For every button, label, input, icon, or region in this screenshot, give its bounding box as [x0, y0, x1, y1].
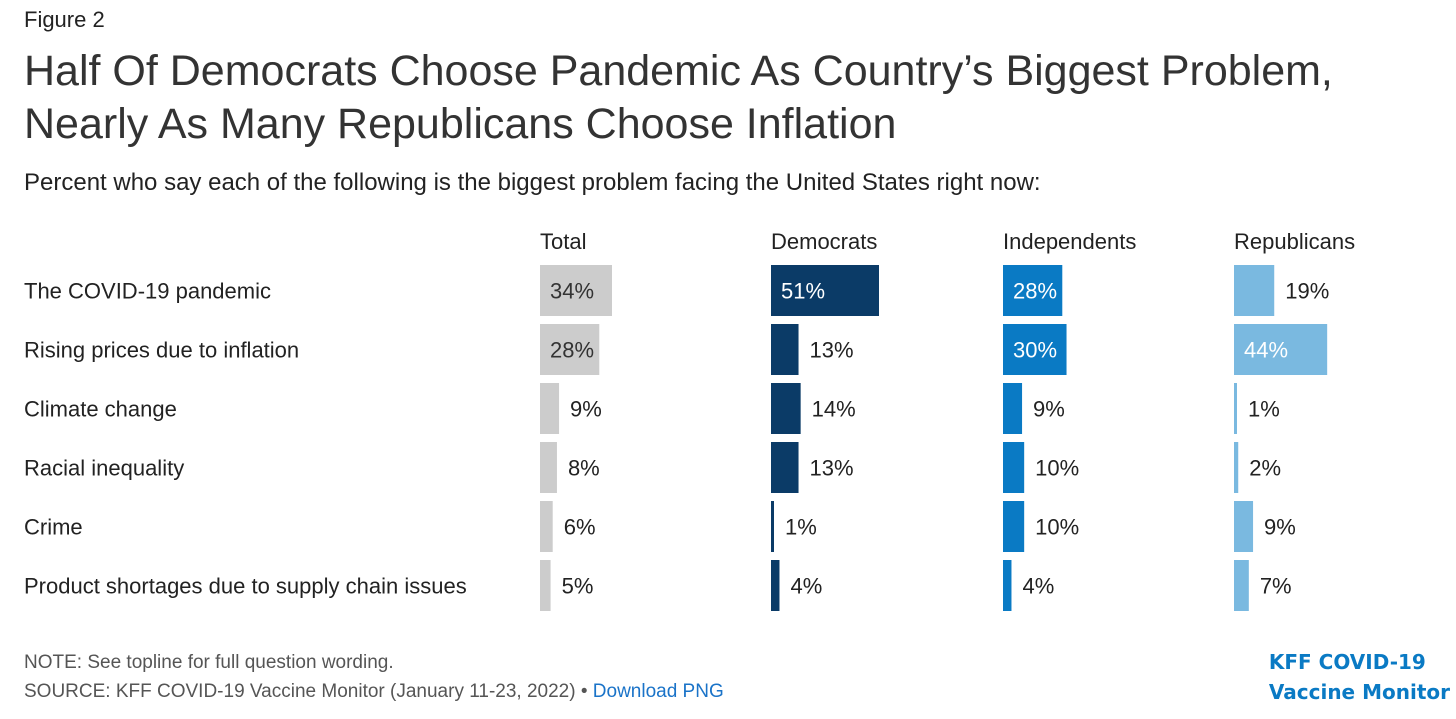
bar-total-the-covid-19-pandemic — [540, 265, 612, 316]
bar-democrats-rising-prices-due-to-inflation — [771, 324, 799, 375]
download-png-link[interactable]: Download PNG — [592, 681, 724, 702]
row-label-product-shortages-due-to-supply-chain-issues: Product shortages due to supply chain is… — [24, 574, 467, 599]
kff-logo: KFF COVID-19 Vaccine Monitor — [1269, 647, 1450, 707]
kff-logo-line-2: Vaccine Monitor — [1268, 680, 1450, 704]
bar-democrats-climate-change — [771, 383, 801, 434]
chart-subtitle: Percent who say each of the following is… — [24, 169, 1041, 196]
column-header-democrats: Democrats — [771, 229, 877, 254]
bar-democrats-the-covid-19-pandemic — [771, 265, 879, 316]
chart-title-line-1: Half Of Democrats Choose Pandemic As Cou… — [24, 47, 1333, 95]
value-label-republicans-product-shortages-due-to-supply-chain-issues: 7% — [1260, 574, 1292, 599]
value-label-democrats-crime: 1% — [785, 515, 817, 540]
bar-republicans-climate-change — [1234, 383, 1237, 434]
bar-total-racial-inequality — [540, 442, 557, 493]
value-label-democrats-the-covid-19-pandemic: 51% — [781, 279, 825, 304]
value-label-republicans-climate-change: 1% — [1248, 397, 1280, 422]
row-label-rising-prices-due-to-inflation: Rising prices due to inflation — [24, 338, 299, 363]
value-label-total-crime: 6% — [564, 515, 596, 540]
bar-total-rising-prices-due-to-inflation — [540, 324, 600, 375]
value-label-independents-product-shortages-due-to-supply-chain-issues: 4% — [1022, 574, 1054, 599]
bar-democrats-crime — [771, 501, 774, 552]
note-text: NOTE: See topline for full question word… — [24, 652, 394, 673]
bar-democrats-product-shortages-due-to-supply-chain-issues — [771, 560, 780, 611]
row-label-climate-change: Climate change — [24, 397, 177, 422]
column-header-independents: Independents — [1003, 229, 1136, 254]
bar-independents-climate-change — [1003, 383, 1023, 434]
value-label-democrats-racial-inequality: 13% — [810, 456, 854, 481]
bar-democrats-racial-inequality — [771, 442, 799, 493]
chart-title: Half Of Democrats Choose Pandemic As Cou… — [24, 45, 1444, 151]
value-label-total-climate-change: 9% — [570, 397, 602, 422]
kff-logo-line-1: KFF COVID-19 — [1268, 650, 1426, 674]
chart-title-line-2: Nearly As Many Republicans Choose Inflat… — [24, 100, 897, 148]
bar-total-crime — [540, 501, 553, 552]
bar-republicans-product-shortages-due-to-supply-chain-issues — [1234, 560, 1249, 611]
value-label-independents-crime: 10% — [1035, 515, 1079, 540]
bar-independents-racial-inequality — [1003, 442, 1025, 493]
column-header-total: Total — [540, 229, 586, 254]
value-label-democrats-climate-change: 14% — [812, 397, 856, 422]
value-label-republicans-racial-inequality: 2% — [1249, 456, 1281, 481]
value-label-democrats-product-shortages-due-to-supply-chain-issues: 4% — [790, 574, 822, 599]
bar-independents-the-covid-19-pandemic — [1003, 265, 1063, 316]
value-label-total-the-covid-19-pandemic: 34% — [550, 279, 594, 304]
bar-total-climate-change — [540, 383, 560, 434]
source-label: SOURCE: KFF COVID-19 Vaccine Monitor (Ja… — [24, 681, 588, 702]
bar-republicans-rising-prices-due-to-inflation — [1234, 324, 1328, 375]
value-label-republicans-crime: 9% — [1264, 515, 1296, 540]
bar-independents-crime — [1003, 501, 1025, 552]
bar-republicans-crime — [1234, 501, 1254, 552]
value-label-independents-rising-prices-due-to-inflation: 30% — [1013, 338, 1057, 363]
row-label-the-covid-19-pandemic: The COVID-19 pandemic — [24, 279, 271, 304]
value-label-total-racial-inequality: 8% — [568, 456, 600, 481]
row-label-crime: Crime — [24, 515, 83, 540]
bar-independents-rising-prices-due-to-inflation — [1003, 324, 1067, 375]
value-label-total-product-shortages-due-to-supply-chain-issues: 5% — [562, 574, 594, 599]
value-label-independents-climate-change: 9% — [1033, 397, 1065, 422]
bar-republicans-the-covid-19-pandemic — [1234, 265, 1275, 316]
value-label-republicans-rising-prices-due-to-inflation: 44% — [1244, 338, 1288, 363]
figure-label: Figure 2 — [24, 7, 105, 32]
source-text: SOURCE: KFF COVID-19 Vaccine Monitor (Ja… — [24, 681, 724, 703]
value-label-democrats-rising-prices-due-to-inflation: 13% — [810, 338, 854, 363]
bar-total-product-shortages-due-to-supply-chain-issues — [540, 560, 551, 611]
value-label-republicans-the-covid-19-pandemic: 19% — [1285, 279, 1329, 304]
row-label-racial-inequality: Racial inequality — [24, 456, 184, 481]
value-label-independents-the-covid-19-pandemic: 28% — [1013, 279, 1057, 304]
column-header-republicans: Republicans — [1234, 229, 1355, 254]
bar-republicans-racial-inequality — [1234, 442, 1239, 493]
bar-independents-product-shortages-due-to-supply-chain-issues — [1003, 560, 1012, 611]
value-label-total-rising-prices-due-to-inflation: 28% — [550, 338, 594, 363]
value-label-independents-racial-inequality: 10% — [1035, 456, 1079, 481]
